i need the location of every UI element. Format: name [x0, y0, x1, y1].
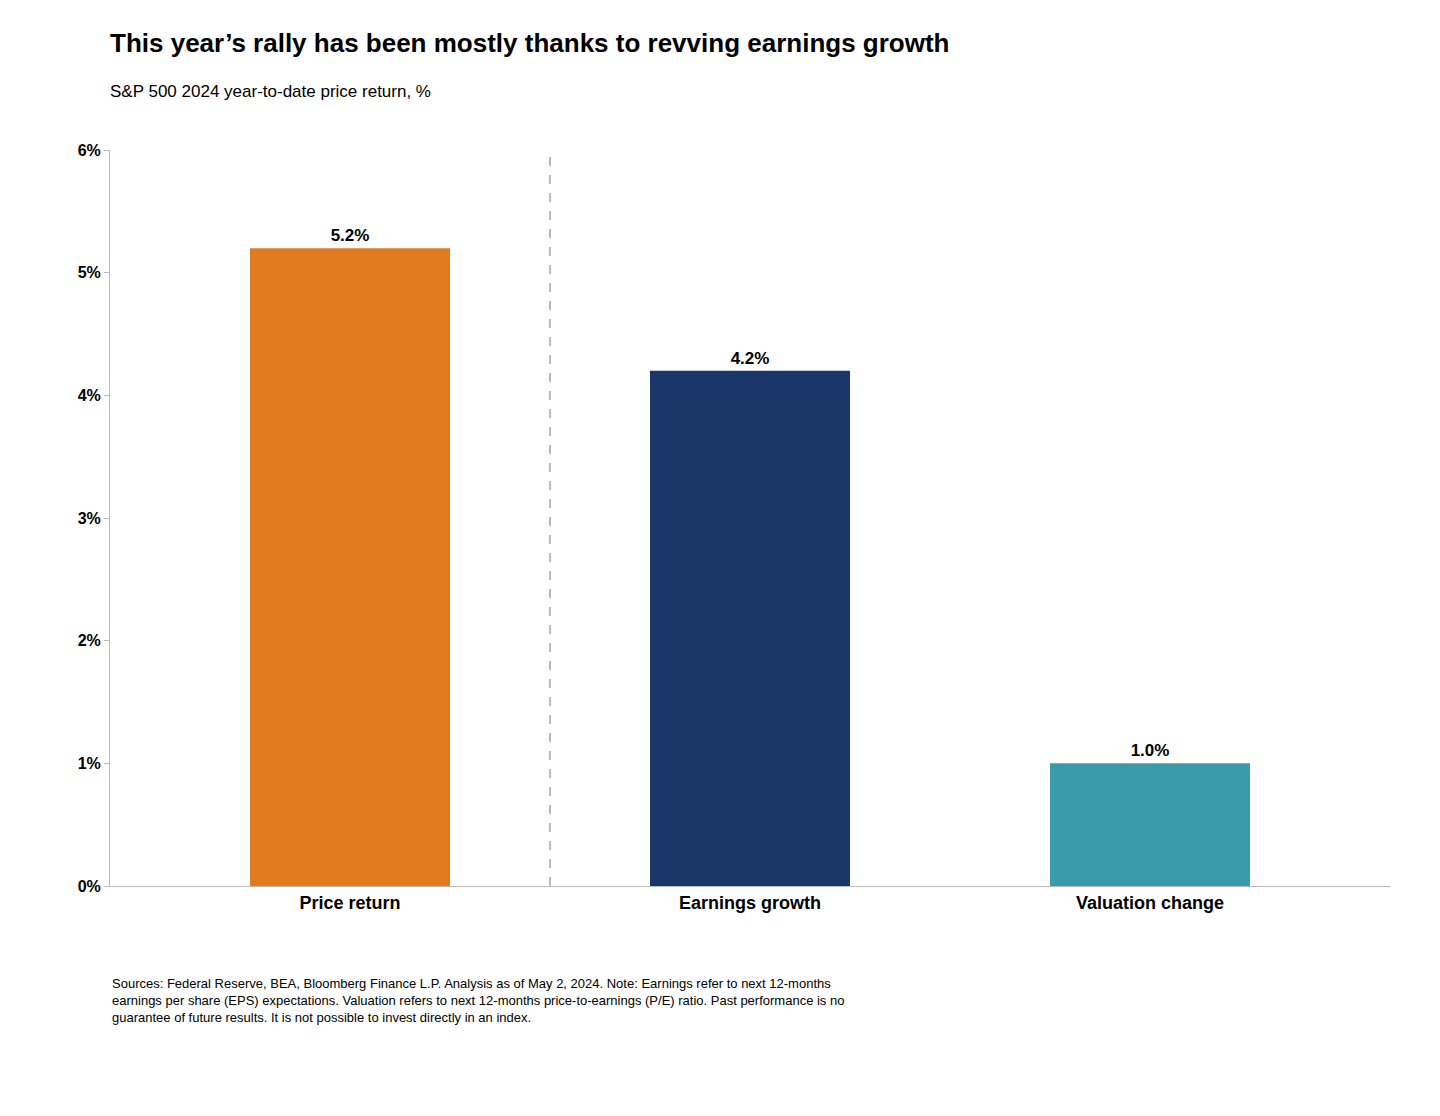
- svg-text:0%: 0%: [78, 878, 101, 895]
- svg-text:Earnings growth: Earnings growth: [679, 893, 821, 913]
- svg-text:4.2%: 4.2%: [731, 349, 770, 368]
- svg-text:2%: 2%: [78, 632, 101, 649]
- svg-text:S&P 500 2024 year-to-date pric: S&P 500 2024 year-to-date price return, …: [110, 82, 431, 101]
- svg-text:1%: 1%: [78, 755, 101, 772]
- svg-text:This year’s rally has been mos: This year’s rally has been mostly thanks…: [110, 28, 949, 58]
- svg-text:5.2%: 5.2%: [331, 226, 370, 245]
- svg-text:5%: 5%: [78, 264, 101, 281]
- svg-text:6%: 6%: [78, 142, 101, 159]
- svg-text:1.0%: 1.0%: [1131, 741, 1170, 760]
- svg-text:Valuation change: Valuation change: [1076, 893, 1224, 913]
- svg-text:Price return: Price return: [299, 893, 400, 913]
- svg-text:3%: 3%: [78, 510, 101, 527]
- svg-text:4%: 4%: [78, 387, 101, 404]
- svg-text:Sources: Federal Reserve, BEA,: Sources: Federal Reserve, BEA, Bloomberg…: [112, 976, 844, 1025]
